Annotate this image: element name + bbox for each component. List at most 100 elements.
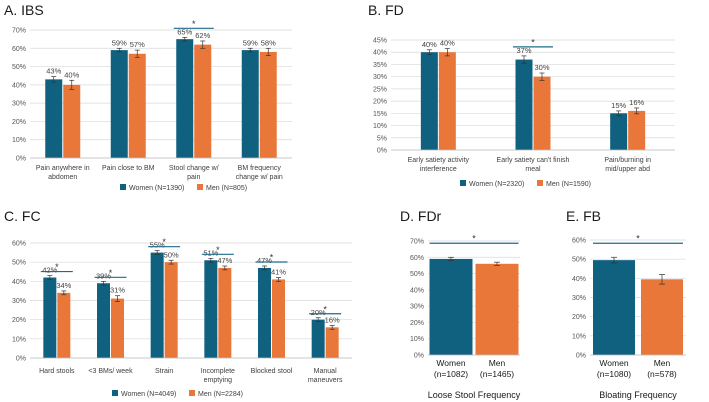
panel-c-bar-women [97, 283, 110, 358]
panel-a-data-label: 59% [243, 38, 258, 47]
panel-a-y-tick: 20% [12, 119, 26, 126]
panel-c-data-label: 47% [257, 256, 272, 265]
panel-a-bar-women [241, 50, 259, 158]
panel-b-bar-men [438, 52, 456, 150]
panel-c-bar-women [258, 267, 271, 358]
panel-c-category-label: <3 BMs/ week [88, 368, 133, 375]
panel-d-category-label: Men (n=1465) [480, 358, 514, 379]
panel-c-bar-men [57, 292, 71, 358]
panel-c-bar-women [311, 319, 325, 358]
panel-c-category-label: Blocked stool [251, 368, 293, 375]
panel-d-bar-men [475, 263, 519, 355]
panel-b-y-tick: 0% [377, 148, 387, 155]
panel-a-y-tick: 40% [12, 82, 26, 89]
panel-b-y-tick: 25% [373, 86, 387, 93]
panel-a-bar-women [110, 50, 128, 158]
panel-a-category-label: Pain anywhere in abdomen [36, 165, 90, 181]
panel-d-bar-women [429, 258, 473, 355]
panel-b-category-label: Pain/burning in mid/upper abd [604, 157, 651, 173]
panel-e-y-tick: 30% [572, 295, 586, 302]
panel-a-data-label: 57% [130, 40, 145, 49]
panel-c-bar-men [218, 267, 232, 358]
panel-b-y-tick: 15% [373, 111, 387, 118]
panel-c-category-label: Strain [155, 368, 173, 375]
panel-c-data-label: 51% [203, 248, 218, 257]
panel-b-legend-label: Men (N=1590) [546, 181, 591, 188]
panel-c-data-label: 41% [271, 268, 286, 277]
panel-b-bar-women [420, 52, 438, 150]
panel-b-bar-men [628, 110, 646, 150]
panel-a-bar-men [63, 84, 81, 158]
panel-d-y-tick: 50% [410, 271, 424, 278]
panel-d-x-axis-title: Loose Stool Frequency [428, 390, 521, 400]
panel-c-category-label: Manual maneuvers [308, 368, 343, 384]
panel-b-category-label: Early satiety activity interference [408, 157, 470, 173]
panel-e-bar-men [641, 279, 683, 355]
panel-b-category-label: Early satiety can't finish meal [497, 157, 570, 173]
panel-d-y-tick: 40% [410, 287, 424, 294]
panel-c-title: C. FC [4, 208, 41, 224]
panel-a-bar-men [259, 51, 277, 158]
panel-a-y-tick: 70% [12, 28, 26, 35]
panel-e-category-label: Women (n=1080) [597, 358, 631, 379]
panel-e-y-tick: 20% [572, 314, 586, 321]
panel-e-y-tick: 50% [572, 257, 586, 264]
panel-a-y-tick: 50% [12, 64, 26, 71]
panel-b-bar-women [515, 59, 533, 150]
panel-b-significance-star: * [531, 37, 535, 47]
panel-c-y-tick: 30% [12, 298, 26, 305]
panel-c-category-label: Hard stools [39, 368, 75, 375]
panel-d-y-tick: 20% [410, 320, 424, 327]
panel-d-significance-star: * [472, 233, 476, 243]
panel-a-y-tick: 10% [12, 137, 26, 144]
panel-d-y-tick: 30% [410, 304, 424, 311]
panel-e-significance-star: * [636, 233, 640, 243]
panel-b-data-label: 30% [534, 63, 549, 72]
panel-c-legend-label: Men (N=2284) [198, 391, 243, 398]
panel-b-data-label: 15% [611, 101, 626, 110]
panel-a-legend-label: Women (N=1390) [129, 185, 184, 192]
panel-c-data-label: 47% [217, 256, 232, 265]
panel-a-data-label: 40% [64, 70, 79, 79]
panel-b-y-tick: 35% [373, 62, 387, 69]
panel-d-y-tick: 60% [410, 255, 424, 262]
panel-b-y-tick: 45% [373, 38, 387, 45]
panel-b-data-label: 37% [516, 46, 531, 55]
panel-a-data-label: 43% [46, 67, 61, 76]
panel-c-data-label: 39% [96, 271, 111, 280]
panel-d-title: D. FDr [400, 208, 442, 224]
panel-e-y-tick: 60% [572, 238, 586, 245]
panel-c-significance-star: * [109, 268, 113, 278]
panel-a-data-label: 65% [177, 27, 192, 36]
panel-a-bar-women [45, 79, 63, 158]
panel-b-legend-label: Women (N=2320) [469, 181, 524, 188]
panel-c-y-tick: 40% [12, 279, 26, 286]
panel-b-y-tick: 20% [373, 99, 387, 106]
panel-a-data-label: 62% [195, 31, 210, 40]
panel-c-legend-swatch [112, 390, 118, 396]
panel-e-bar-women [593, 260, 635, 355]
panel-e-y-tick: 0% [576, 353, 586, 360]
panel-c-bar-men [111, 298, 124, 358]
panel-b-data-label: 40% [440, 39, 455, 48]
panel-c-bar-men [325, 327, 339, 358]
panel-d-y-tick: 70% [410, 239, 424, 246]
panel-e-title: E. FB [566, 208, 602, 224]
panel-a-bar-men [194, 44, 212, 158]
panel-a-legend-label: Men (N=805) [206, 185, 247, 192]
panel-a-category-label: BM frequency change w/ pain [236, 165, 283, 181]
panel-e-y-tick: 40% [572, 276, 586, 283]
panel-d-y-tick: 10% [410, 336, 424, 343]
panel-c-legend-label: Women (N=4049) [121, 391, 176, 398]
panel-c-data-label: 50% [164, 250, 179, 259]
panel-c-significance-star: * [55, 262, 59, 272]
panel-d-category-label: Women (n=1082) [434, 358, 468, 379]
panel-c-bar-men [272, 279, 285, 358]
panel-a-data-label: 59% [112, 38, 127, 47]
panel-e-y-tick: 10% [572, 333, 586, 340]
panel-c-bar-men [164, 262, 178, 358]
panel-c-data-label: 42% [42, 266, 57, 275]
panel-b-y-tick: 30% [373, 74, 387, 81]
panel-c-significance-star: * [216, 245, 220, 255]
